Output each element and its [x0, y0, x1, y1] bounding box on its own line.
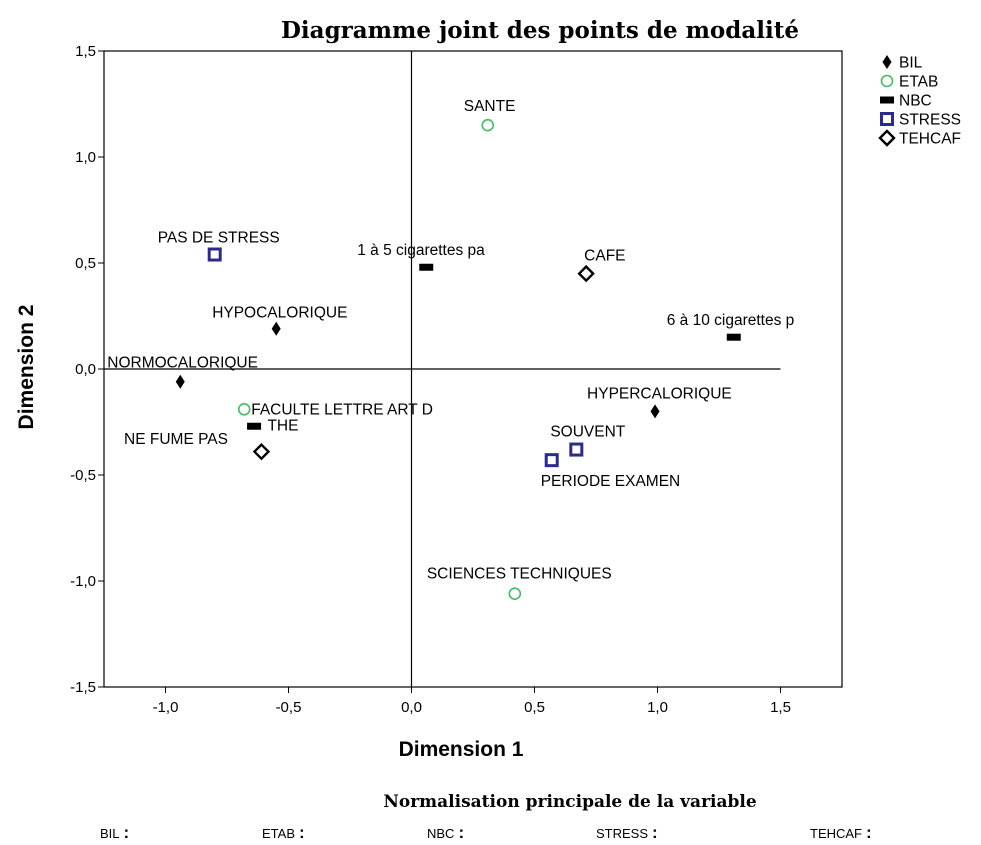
footer-item-stress: STRESS: — [596, 823, 658, 842]
bil-marker — [175, 374, 185, 389]
point-label: CAFE — [584, 248, 625, 265]
point-ne-fume-pas: NE FUME PAS — [124, 422, 262, 448]
point-sciences-techniques: SCIENCES TECHNIQUES — [427, 566, 612, 601]
footer-variable-list: BIL: ETAB: NBC: STRESS: TEHCAF: — [100, 823, 872, 842]
nbc-marker — [247, 422, 262, 430]
y-axis-title: Dimension 2 — [15, 305, 38, 430]
y-tick-label: -1,5 — [70, 679, 96, 696]
point-label: 1 à 5 cigarettes pa — [357, 242, 485, 259]
legend-label: BIL — [899, 55, 923, 72]
point-label: 6 à 10 cigarettes p — [667, 312, 795, 329]
y-tick-label: -0,5 — [70, 467, 96, 484]
footer-item-label: TEHCAF — [810, 826, 862, 841]
legend-nbc-marker — [880, 96, 894, 104]
point-label: HYPOCALORIQUE — [212, 305, 347, 322]
footer-item-colon: : — [652, 823, 658, 842]
point-souvent: SOUVENT — [550, 424, 626, 457]
legend: BIL ETAB NBC STRESS TEHCAF — [878, 55, 961, 148]
x-axis-title: Dimension 1 — [399, 738, 524, 761]
footnote: Normalisation principale de la variable — [383, 792, 757, 812]
legend-item-stress: STRESS — [880, 112, 961, 129]
stress-marker — [544, 453, 559, 468]
legend-etab-marker — [880, 74, 894, 88]
point-label: NE FUME PAS — [124, 431, 228, 448]
legend-stress-marker — [880, 112, 894, 126]
legend-item-tehcaf: TEHCAF — [878, 129, 961, 148]
y-tick-label: 0,5 — [75, 255, 96, 272]
legend-item-bil: BIL — [882, 55, 923, 72]
legend-label: TEHCAF — [899, 131, 961, 148]
footer-item-colon: : — [124, 823, 130, 842]
legend-item-etab: ETAB — [880, 74, 938, 91]
nbc-marker — [726, 333, 741, 341]
bil-marker — [650, 404, 660, 419]
point-label: SCIENCES TECHNIQUES — [427, 566, 612, 583]
legend-label: NBC — [899, 93, 932, 110]
x-tick-label: 1,0 — [647, 699, 668, 716]
x-tick-label: 0,5 — [524, 699, 545, 716]
point-label: NORMOCALORIQUE — [107, 355, 258, 372]
footer-item-colon: : — [458, 823, 464, 842]
legend-tehcaf-marker — [878, 129, 896, 147]
footer-item-nbc: NBC: — [427, 823, 464, 842]
point-cafe: CAFE — [577, 248, 626, 283]
y-tick-label: -1,0 — [70, 573, 96, 590]
point-label: HYPERCALORIQUE — [587, 385, 732, 402]
legend-bil-marker — [882, 55, 892, 69]
point-pas-de-stress: PAS DE STRESS — [158, 230, 280, 262]
point-faculte-lettre-art-d: FACULTE LETTRE ART D — [237, 401, 433, 418]
point-label: FACULTE LETTRE ART D — [251, 401, 433, 418]
footer-item-label: BIL — [100, 826, 120, 841]
point-1-5-cigarettes-pa: 1 à 5 cigarettes pa — [357, 242, 485, 271]
legend-label: ETAB — [899, 74, 938, 91]
point-hypocalorique: HYPOCALORIQUE — [212, 305, 347, 336]
stress-marker — [569, 442, 584, 457]
point-sante: SANTE — [464, 98, 516, 132]
reference-lines — [104, 51, 781, 687]
footer-item-colon: : — [299, 823, 305, 842]
chart-title: Diagramme joint des points de modalité — [281, 17, 799, 44]
footer-item-bil: BIL: — [100, 823, 129, 842]
legend-label: STRESS — [899, 112, 961, 129]
y-tick-label: 0,0 — [75, 361, 96, 378]
point-label: PERIODE EXAMEN — [541, 473, 681, 490]
footer-item-label: STRESS — [596, 826, 648, 841]
bil-marker — [271, 321, 281, 336]
point-label: PAS DE STRESS — [158, 230, 280, 247]
point-label: THE — [267, 418, 298, 435]
footer-item-label: NBC — [427, 826, 454, 841]
tehcaf-marker — [252, 442, 271, 461]
etab-marker — [508, 587, 522, 601]
footer-item-etab: ETAB: — [262, 823, 305, 842]
point-label: SOUVENT — [550, 424, 625, 441]
point-label: SANTE — [464, 98, 516, 115]
etab-marker — [237, 402, 251, 416]
y-axis-ticks: 1,5 1,0 0,5 0,0 -0,5 -1,0 -1,5 — [70, 43, 104, 696]
x-axis-ticks: -1,0 -0,5 0,0 0,5 1,0 1,5 — [153, 687, 791, 716]
y-tick-label: 1,0 — [75, 149, 96, 166]
x-tick-label: 1,5 — [770, 699, 791, 716]
point-periode-examen: PERIODE EXAMEN — [541, 453, 681, 490]
footer-item-label: ETAB — [262, 826, 295, 841]
point-6-10-cigarettes-p: 6 à 10 cigarettes p — [667, 312, 795, 341]
point-the: THE — [252, 418, 298, 461]
data-points: HYPOCALORIQUE NORMOCALORIQUE HYPERCALORIQU… — [107, 98, 795, 601]
legend-item-nbc: NBC — [880, 93, 932, 110]
tehcaf-marker — [577, 264, 595, 283]
x-tick-label: 0,0 — [401, 699, 422, 716]
stress-marker — [207, 247, 222, 262]
etab-marker — [481, 118, 495, 132]
nbc-marker — [419, 263, 434, 271]
footer-item-colon: : — [866, 823, 872, 842]
point-normocalorique: NORMOCALORIQUE — [107, 355, 258, 389]
point-hypercalorique: HYPERCALORIQUE — [587, 385, 732, 419]
x-tick-label: -0,5 — [276, 699, 302, 716]
footer-item-tehcaf: TEHCAF: — [810, 823, 872, 842]
y-tick-label: 1,5 — [75, 43, 96, 60]
x-tick-label: -1,0 — [153, 699, 179, 716]
